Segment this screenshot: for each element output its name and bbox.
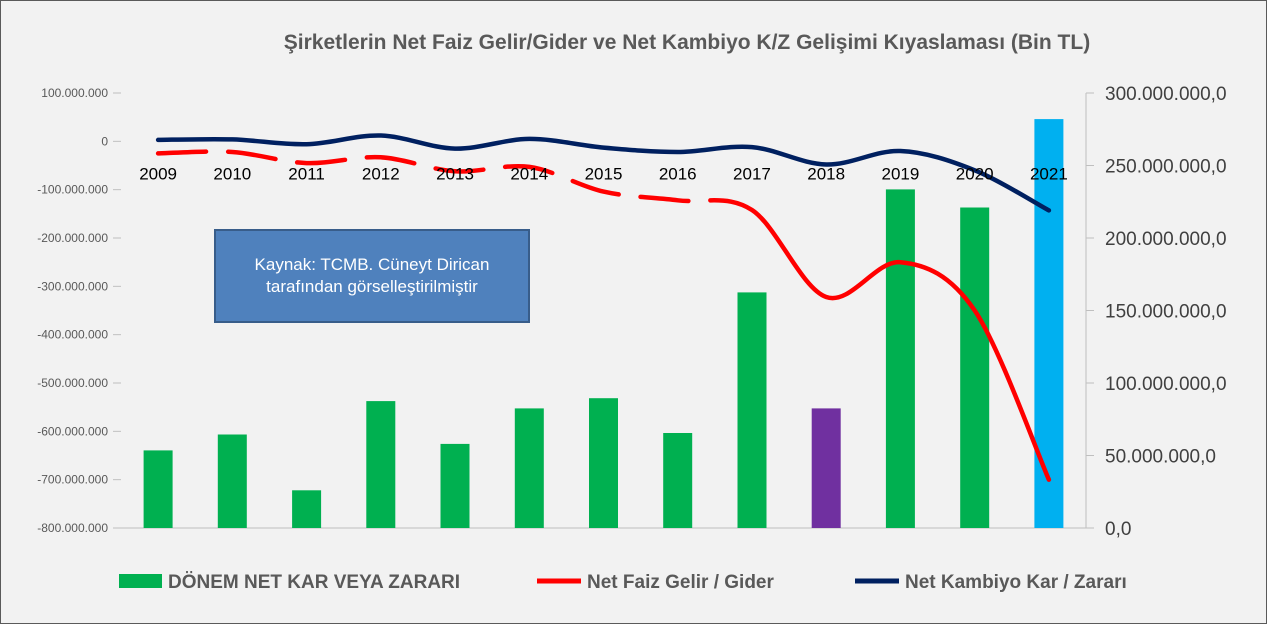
- bar-2011: [292, 490, 322, 528]
- right-tick-label: 50.000.000,0: [1105, 447, 1216, 468]
- x-label-2012: 2012: [362, 164, 400, 183]
- legend-label-interest: Net Faiz Gelir / Gider: [587, 572, 774, 593]
- source-note-line2: tarafından görselleştirilmiştir: [266, 277, 478, 296]
- line-series: [155, 133, 1052, 482]
- x-label-2013: 2013: [436, 164, 474, 183]
- x-label-2010: 2010: [213, 164, 251, 183]
- left-tick-label: -700.000.000: [37, 473, 108, 487]
- legend-label-bars: DÖNEM NET KAR VEYA ZARARI: [168, 572, 460, 593]
- source-note: Kaynak: TCMB. Cüneyt Dirican tarafından …: [214, 229, 530, 323]
- right-tick-label: 100.000.000,0: [1105, 374, 1227, 395]
- source-note-line1: Kaynak: TCMB. Cüneyt Dirican: [254, 255, 490, 274]
- x-axis: 2009 2010 2011 2012 2013 2014 2015 2016 2017 2018…: [139, 164, 1068, 183]
- x-label-2015: 2015: [585, 164, 623, 183]
- right-tick-label: 200.000.000,0: [1105, 229, 1227, 250]
- interest-line: [155, 149, 1052, 482]
- legend: DÖNEM NET KAR VEYA ZARARI Net Faiz Gelir…: [119, 572, 1127, 593]
- bar-2019: [885, 189, 915, 528]
- x-label-2014: 2014: [510, 164, 548, 183]
- x-label-2020: 2020: [956, 164, 994, 183]
- bar-2012: [366, 401, 396, 528]
- left-tick-label: -800.000.000: [37, 521, 108, 535]
- bar-2016: [663, 433, 693, 528]
- bar-2020: [960, 207, 990, 528]
- bar-2015: [589, 398, 618, 528]
- bar-2010: [217, 434, 247, 528]
- fx-line: [155, 133, 1052, 213]
- left-tick-label: 100.000.000: [41, 86, 108, 100]
- right-tick-label: 300.000.000,0: [1105, 84, 1227, 105]
- left-tick-label: -400.000.000: [37, 328, 108, 342]
- left-tick-label: 0: [101, 134, 108, 148]
- x-label-2009: 2009: [139, 164, 177, 183]
- x-label-2011: 2011: [288, 164, 325, 183]
- x-label-2018: 2018: [807, 164, 845, 183]
- bar-2013: [440, 443, 470, 528]
- x-label-2016: 2016: [659, 164, 697, 183]
- right-tick-label: 0,0: [1105, 519, 1131, 540]
- left-tick-label: -100.000.000: [37, 183, 108, 197]
- bar-2014: [514, 408, 544, 528]
- right-tick-label: 150.000.000,0: [1105, 302, 1227, 323]
- left-tick-label: -600.000.000: [37, 424, 108, 438]
- chart-title: Şirketlerin Net Faiz Gelir/Gider ve Net …: [284, 31, 1090, 54]
- left-tick-label: -200.000.000: [37, 231, 108, 245]
- x-label-2019: 2019: [882, 164, 920, 183]
- right-tick-label: 250.000.000,0: [1105, 157, 1227, 178]
- x-label-2017: 2017: [733, 164, 771, 183]
- x-label-2021: 2021: [1030, 164, 1068, 183]
- legend-label-fx: Net Kambiyo Kar / Zararı: [905, 572, 1127, 593]
- right-axis: 300.000.000,0 250.000.000,0 200.000.000,0 1…: [1086, 84, 1227, 540]
- bar-2009: [143, 450, 173, 528]
- left-tick-label: -500.000.000: [37, 376, 108, 390]
- left-axis: 100.000.000 0 -100.000.000 -200.000.000 -300…: [37, 86, 121, 535]
- bar-2018: [811, 408, 841, 528]
- left-tick-label: -300.000.000: [37, 279, 108, 293]
- bar-2017: [737, 292, 767, 528]
- legend-swatch-bars: [119, 574, 162, 588]
